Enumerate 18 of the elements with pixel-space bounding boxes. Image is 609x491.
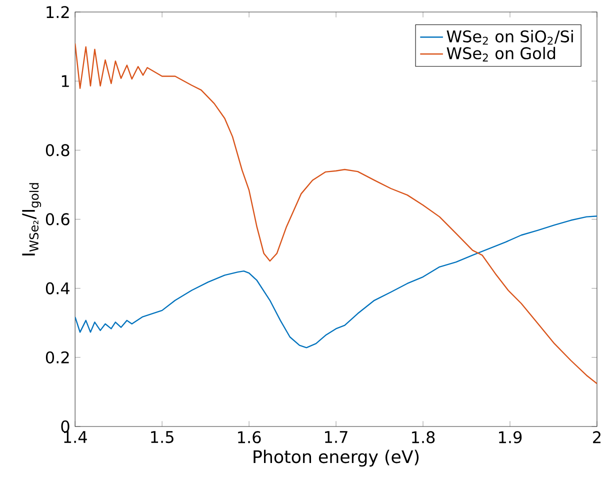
legend-label: WSe$_{2}$ on SiO$_{2}$/Si (446, 30, 573, 45)
y-tick-label: 0.6 (46, 213, 70, 226)
y-tick-label: 0.8 (46, 144, 70, 156)
x-tick-label: 2 (593, 431, 600, 444)
y-tick-label: 1 (62, 75, 69, 88)
x-tick-label: 1.8 (412, 431, 435, 444)
legend-label: WSe$_{2}$ on Gold (446, 47, 556, 62)
x-tick-label: 1.9 (499, 431, 522, 444)
x-tick-label: 1.6 (238, 431, 261, 444)
line-series (75, 43, 597, 384)
y-tick-label: 1.2 (46, 6, 69, 18)
x-tick-label: 1.5 (151, 431, 174, 444)
y-tick-label: 0.4 (46, 282, 70, 295)
x-axis-title: Photon energy (eV) (254, 450, 419, 467)
x-tick-label: 1.4 (64, 431, 87, 444)
x-tick-label: 1.7 (325, 431, 348, 444)
y-axis-title: I$_{WSe₂}$/I$_{gold}$ (22, 183, 42, 256)
y-tick-label: 0.2 (46, 352, 69, 364)
